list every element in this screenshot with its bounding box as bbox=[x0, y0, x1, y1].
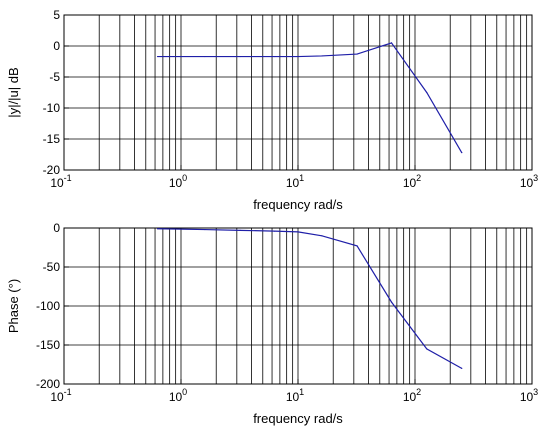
mag-y-tick-label: 0 bbox=[53, 39, 60, 53]
phase-y-tick-label: -100 bbox=[36, 299, 60, 313]
phase-plot: -200 -150 -100 -50 0 10-1 100 101 102 103 frequenc… bbox=[6, 221, 538, 426]
mag-y-axis-label: |y|/|u| dB bbox=[6, 67, 21, 117]
mag-data-point bbox=[297, 55, 299, 58]
mag-x-axis-label: frequency rad/s bbox=[253, 197, 343, 212]
phase-data-point bbox=[321, 235, 323, 237]
phase-data-point bbox=[297, 231, 299, 233]
phase-x-axis-label: frequency rad/s bbox=[253, 411, 343, 426]
mag-x-tick-label: 103 bbox=[520, 173, 538, 190]
phase-data-point bbox=[239, 229, 241, 231]
mag-data-point bbox=[273, 55, 276, 58]
mag-data-point bbox=[204, 55, 206, 58]
mag-x-tick-label: 102 bbox=[403, 173, 421, 190]
mag-data-point bbox=[321, 55, 323, 57]
mag-y-tick-label: -20 bbox=[43, 163, 61, 177]
phase-data-point bbox=[156, 228, 159, 230]
mag-data-point bbox=[461, 152, 463, 154]
phase-y-tick-label: -50 bbox=[43, 260, 61, 274]
phase-y-axis-label: Phase (°) bbox=[6, 279, 21, 333]
phase-data-point bbox=[204, 228, 206, 231]
phase-x-tick-label: 10-1 bbox=[50, 387, 71, 404]
phase-data-point bbox=[273, 230, 276, 232]
mag-data-point bbox=[156, 55, 159, 58]
phase-x-tick-label: 101 bbox=[286, 387, 304, 404]
mag-y-tick-label: -10 bbox=[43, 101, 61, 115]
mag-x-tick-label: 101 bbox=[286, 173, 304, 190]
mag-y-tick-label: -15 bbox=[43, 132, 61, 146]
phase-data-point bbox=[426, 348, 428, 350]
mag-y-tick-label: 5 bbox=[53, 8, 60, 22]
phase-series-line bbox=[157, 228, 463, 369]
phase-x-tick-label: 103 bbox=[520, 387, 538, 404]
mag-data-point bbox=[239, 55, 241, 58]
mag-y-tick-label: -5 bbox=[49, 70, 60, 84]
phase-x-tick-label: 100 bbox=[169, 387, 187, 404]
mag-series-line bbox=[157, 42, 463, 153]
mag-x-tick-label: 10-1 bbox=[50, 173, 71, 190]
mag-data-point bbox=[390, 42, 393, 44]
mag-data-point bbox=[356, 53, 358, 55]
phase-y-tick-label: -150 bbox=[36, 338, 60, 352]
phase-y-tick-label: -200 bbox=[36, 377, 60, 391]
mag-x-tick-label: 100 bbox=[169, 173, 187, 190]
phase-data-point bbox=[461, 367, 463, 369]
phase-x-tick-label: 102 bbox=[403, 387, 421, 404]
phase-data-point bbox=[356, 245, 358, 247]
phase-data-point bbox=[390, 301, 393, 303]
mag-data-point bbox=[426, 91, 428, 94]
phase-y-tick-label: 0 bbox=[53, 221, 60, 235]
magnitude-plot: -20 -15 -10 -5 0 5 10-1 100 101 102 103 frequency r… bbox=[6, 8, 538, 212]
